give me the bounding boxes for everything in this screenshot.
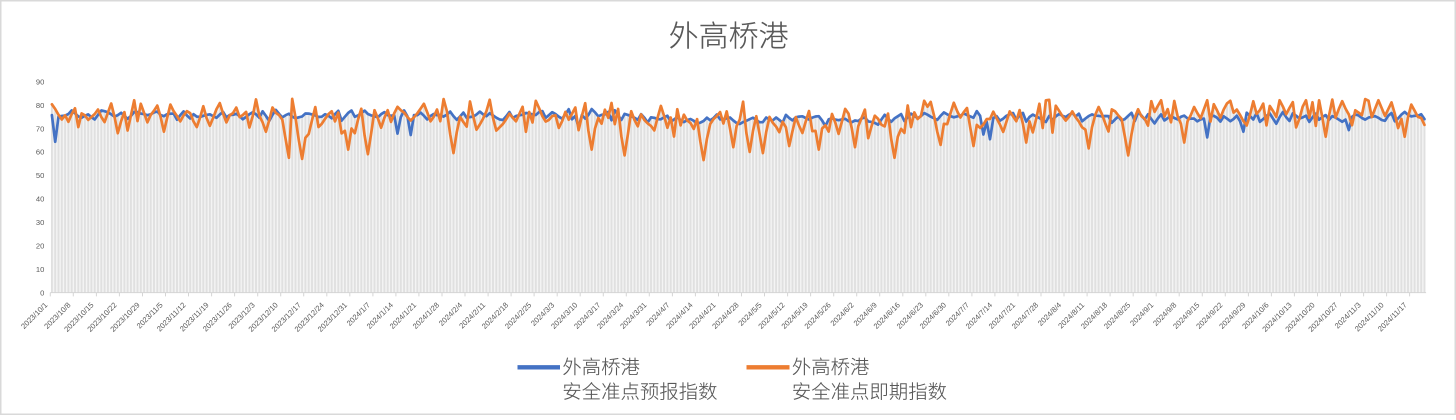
svg-text:40: 40 xyxy=(36,195,44,204)
svg-text:70: 70 xyxy=(36,124,44,133)
svg-text:80: 80 xyxy=(36,101,44,110)
svg-text:10: 10 xyxy=(36,265,44,274)
svg-text:50: 50 xyxy=(36,171,44,180)
svg-text:30: 30 xyxy=(36,218,44,227)
svg-text:90: 90 xyxy=(36,77,44,86)
svg-text:20: 20 xyxy=(36,242,44,251)
svg-text:0: 0 xyxy=(40,288,44,297)
svg-text:60: 60 xyxy=(36,148,44,157)
